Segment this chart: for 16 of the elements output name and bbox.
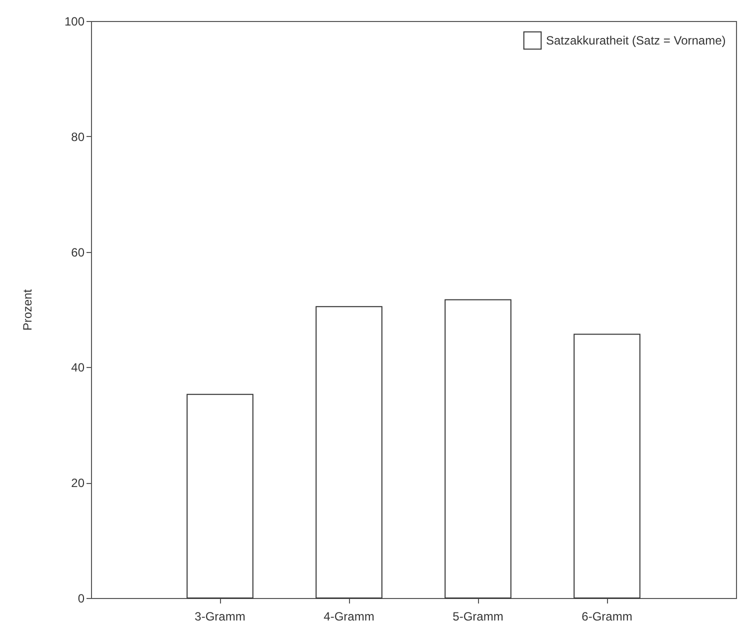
bar	[186, 394, 254, 598]
bar	[574, 334, 640, 598]
y-tick-label: 60	[71, 245, 85, 260]
y-tick-label: 40	[71, 360, 85, 375]
y-axis-title: Prozent	[20, 288, 34, 331]
y-tick-label: 100	[64, 14, 85, 28]
y-tick-label: 20	[71, 476, 85, 490]
y-tick-label: 80	[71, 130, 85, 144]
y-tick-label: 0	[78, 592, 85, 606]
bar	[444, 299, 512, 598]
x-tick-label: 4-Gramm	[324, 610, 374, 624]
x-tick-label: 3-Gramm	[194, 610, 246, 624]
legend-label: Satzakkuratheit (Satz = Vorname)	[546, 34, 726, 48]
bar	[316, 306, 382, 598]
x-tick-label: 5-Gramm	[452, 610, 504, 624]
x-tick-label: 6-Gramm	[582, 610, 632, 624]
